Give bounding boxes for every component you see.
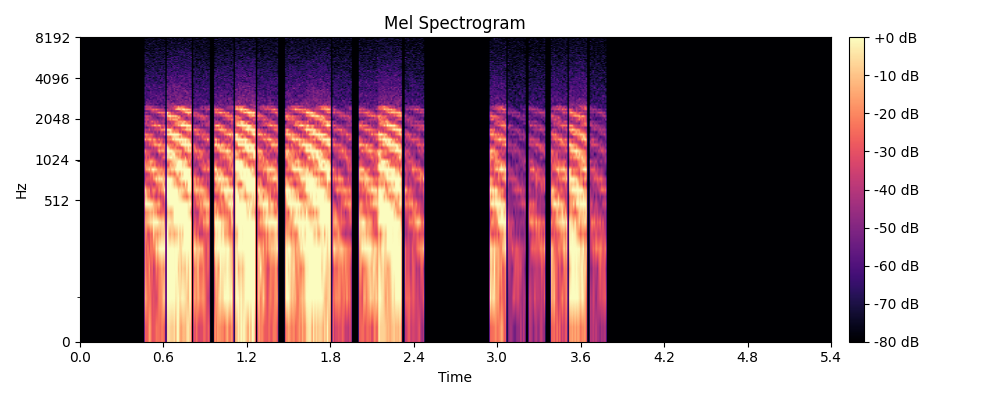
- Title: Mel Spectrogram: Mel Spectrogram: [384, 15, 526, 33]
- Y-axis label: Hz: Hz: [15, 181, 29, 198]
- X-axis label: Time: Time: [438, 371, 472, 385]
